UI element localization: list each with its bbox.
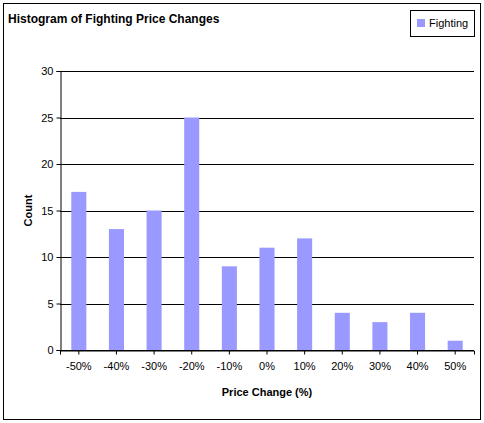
x-tick-label: -40%	[104, 360, 130, 372]
x-tick-mark	[191, 351, 192, 355]
x-tick: 0%	[259, 351, 275, 372]
y-tick-mark	[57, 71, 61, 72]
x-tick: 30%	[369, 351, 391, 372]
x-axis-title: Price Change (%)	[222, 386, 313, 398]
bar	[184, 118, 199, 351]
x-tick: -30%	[141, 351, 167, 372]
y-tick: 5	[47, 298, 60, 310]
bar	[372, 322, 387, 350]
y-tick-mark	[57, 164, 61, 165]
legend-label: Fighting	[429, 17, 468, 29]
x-tick-label: 50%	[444, 360, 466, 372]
bars	[71, 118, 462, 351]
x-tick: 40%	[407, 351, 429, 372]
legend-frame	[411, 11, 475, 37]
y-tick-label: 15	[41, 205, 53, 217]
x-tick-mark	[116, 351, 117, 355]
x-tick-mark	[379, 351, 380, 355]
x-tick-label: -10%	[217, 360, 243, 372]
y-tick-mark	[57, 257, 61, 258]
y-tick-label: 10	[41, 251, 53, 263]
y-tick-mark	[57, 118, 61, 119]
y-axis-title: Count	[22, 194, 34, 226]
legend-swatch	[417, 19, 425, 27]
bar	[71, 192, 86, 350]
grid	[60, 72, 474, 351]
y-tick: 10	[41, 251, 60, 263]
y-tick: 20	[41, 158, 60, 170]
y-tick: 0	[47, 344, 60, 356]
bar	[259, 248, 274, 350]
y-tick-mark	[57, 304, 61, 305]
y-tick-label: 5	[47, 298, 53, 310]
bar	[335, 313, 350, 350]
y-tick-label: 20	[41, 158, 53, 170]
grid-line	[60, 164, 474, 165]
x-tick: -50%	[66, 351, 92, 372]
bar	[109, 229, 124, 350]
x-tick-mark	[455, 351, 456, 355]
x-tick-label: -30%	[141, 360, 167, 372]
x-tick-label: -50%	[66, 360, 92, 372]
title: Histogram of Fighting Price Changes	[8, 12, 220, 26]
x-tick: 50%	[444, 351, 466, 372]
x-tick: -10%	[217, 351, 243, 372]
x-tick-label: 10%	[294, 360, 316, 372]
y-tick-label: 0	[47, 344, 53, 356]
chart-frame	[4, 4, 481, 420]
y-tick: 30	[41, 65, 60, 77]
x-tick-label: 30%	[369, 360, 391, 372]
bar	[222, 266, 237, 350]
x-tick-label: 20%	[331, 360, 353, 372]
x-tick-mark	[304, 351, 305, 355]
y-tick: 15	[41, 205, 60, 217]
x-tick-mark	[229, 351, 230, 355]
x-axis-line	[61, 351, 475, 355]
y-tick-mark	[57, 350, 61, 351]
x-tick-label: 0%	[259, 360, 275, 372]
legend: Fighting	[411, 11, 475, 37]
x-tick-mark	[267, 351, 268, 355]
bar	[448, 341, 463, 350]
y-tick-label: 30	[41, 65, 53, 77]
y-axis-line	[57, 72, 62, 351]
x-tick: -20%	[179, 351, 205, 372]
y-tick: 25	[41, 112, 60, 124]
bar	[147, 211, 162, 351]
y-tick-label: 25	[41, 112, 53, 124]
x-tick-mark	[78, 351, 79, 355]
bar	[297, 238, 312, 350]
bar	[410, 313, 425, 350]
x-tick: 10%	[294, 351, 316, 372]
x-tick: 20%	[331, 351, 353, 372]
chart: 0 5 10 15 20 25 30 -50% -40% -30% -20% -10% 0% 10% 20%…	[0, 0, 484, 423]
y-axis: 0 5 10 15 20 25 30	[41, 65, 61, 356]
grid-line	[60, 211, 474, 212]
x-axis: -50% -40% -30% -20% -10% 0% 10% 20% 30% 40% 50%	[61, 351, 475, 372]
x-tick-mark	[154, 351, 155, 355]
grid-line	[60, 71, 474, 72]
x-tick-mark	[417, 351, 418, 355]
x-tick-label: -20%	[179, 360, 205, 372]
x-tick-label: 40%	[407, 360, 429, 372]
y-tick-mark	[57, 211, 61, 212]
grid-line	[60, 118, 474, 119]
x-tick: -40%	[104, 351, 130, 372]
x-tick-mark	[342, 351, 343, 355]
